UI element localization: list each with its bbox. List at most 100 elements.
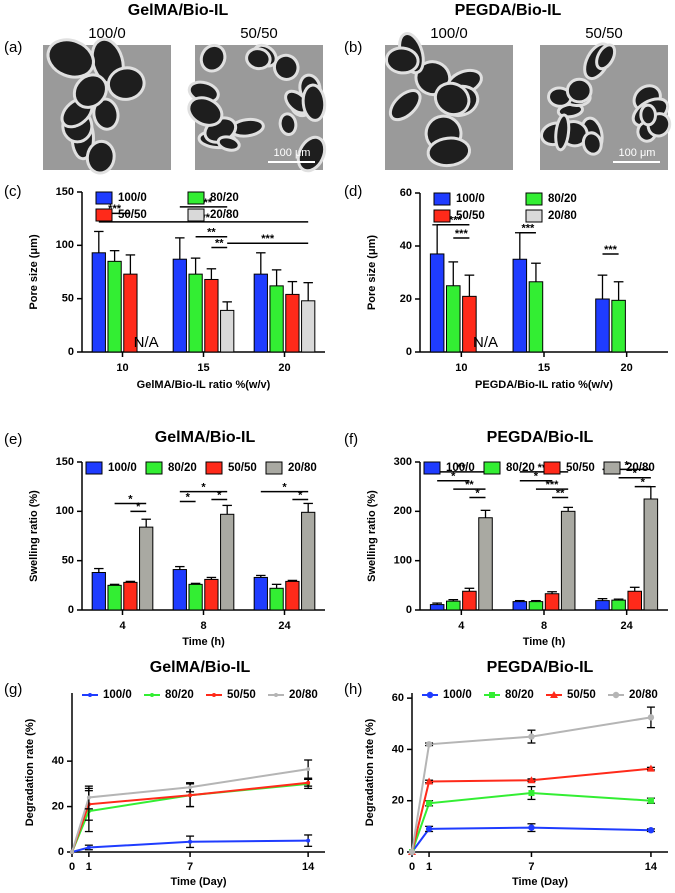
bar	[446, 285, 461, 353]
y-tick-label: 20	[52, 800, 64, 812]
bar	[253, 576, 268, 611]
legend-label: 100/0	[446, 462, 475, 474]
series-line	[411, 792, 651, 853]
y-tick-label: 40	[400, 240, 412, 252]
sem-image	[384, 32, 513, 170]
bar	[611, 299, 626, 353]
pore	[639, 103, 657, 127]
sem-image: 100 μm	[187, 43, 327, 173]
legend-swatch	[145, 461, 163, 475]
bar	[446, 600, 461, 611]
legend-swatch	[483, 461, 501, 475]
significance-label: ***	[455, 228, 469, 240]
y-axis-label: Swelling ratio (%)	[28, 490, 40, 582]
bar	[204, 578, 219, 611]
y-tick-label: 0	[406, 604, 412, 616]
x-tick-label: 0	[409, 861, 415, 873]
y-tick-label: 40	[52, 755, 64, 767]
bar	[301, 300, 316, 353]
x-axis-label: GelMA/Bio-IL ratio %(w/v)	[137, 379, 271, 391]
significance-label: *	[282, 482, 287, 494]
panel-label: (h)	[344, 681, 362, 698]
bar	[139, 526, 154, 611]
y-tick-label: 100	[56, 239, 74, 251]
bar	[462, 590, 477, 611]
legend-label: 50/50	[118, 209, 147, 221]
marker	[70, 850, 74, 854]
na-label: N/A	[473, 334, 498, 351]
x-tick-label: 14	[302, 861, 315, 873]
legend-label: 50/50	[567, 689, 596, 701]
bar	[627, 590, 642, 611]
y-tick-label: 150	[56, 186, 74, 198]
significance-label: **	[556, 487, 565, 499]
marker	[528, 790, 535, 797]
bar	[188, 583, 203, 611]
legend-swatch	[265, 461, 283, 475]
marker	[212, 693, 216, 697]
significance-label: **	[215, 237, 224, 249]
legend-label: 20/80	[288, 462, 317, 474]
marker	[306, 767, 311, 772]
legend-swatch	[95, 208, 113, 222]
significance-label: **	[457, 462, 466, 474]
marker	[88, 693, 92, 697]
legend-swatch	[85, 461, 103, 475]
scale-bar-label: 100 μm	[274, 147, 311, 159]
marker	[489, 692, 495, 698]
bar	[253, 273, 268, 353]
x-tick-label: 24	[621, 620, 634, 632]
marker	[647, 827, 655, 834]
legend-swatch	[205, 461, 223, 475]
y-tick-label: 150	[56, 456, 74, 468]
bar	[595, 298, 610, 353]
scale-bar-label: 100 μm	[619, 147, 656, 159]
x-axis-label: Time (Day)	[512, 876, 568, 888]
pore	[187, 96, 224, 127]
x-tick-label: 1	[86, 861, 92, 873]
marker	[274, 693, 278, 697]
marker	[188, 785, 193, 790]
x-tick-label: 8	[541, 620, 547, 632]
legend-label: 20/80	[629, 689, 658, 701]
bar	[172, 569, 187, 611]
x-axis-label: Time (h)	[523, 636, 566, 648]
legend-label: 80/20	[210, 192, 239, 204]
pore	[216, 135, 241, 152]
legend-label: 20/80	[289, 689, 318, 701]
x-tick-label: 15	[197, 362, 209, 374]
bar	[91, 572, 106, 611]
marker	[425, 777, 434, 785]
bar	[429, 253, 445, 353]
legend-swatch	[423, 461, 441, 475]
bar	[285, 580, 300, 611]
bar	[544, 593, 560, 611]
bar	[123, 581, 138, 611]
legend-swatch	[543, 461, 561, 475]
legend-swatch	[433, 192, 451, 206]
sem-image	[43, 37, 171, 175]
y-tick-label: 0	[58, 846, 64, 858]
x-tick-label: 10	[116, 362, 128, 374]
marker	[150, 693, 154, 697]
marker	[188, 793, 193, 798]
bar	[512, 258, 528, 353]
bar	[204, 278, 219, 353]
legend-label: 100/0	[456, 193, 485, 205]
marker	[528, 824, 535, 831]
y-tick-label: 20	[392, 795, 404, 807]
significance-label: *	[625, 459, 630, 471]
y-tick-label: 60	[392, 692, 404, 704]
marker	[426, 691, 434, 699]
y-axis-label: Degradation rate (%)	[24, 718, 36, 826]
panel-label: (f)	[344, 431, 358, 448]
marker	[306, 838, 311, 843]
image-caption: 50/50	[585, 25, 623, 42]
series-line	[411, 826, 651, 853]
significance-label: *	[475, 487, 480, 499]
legend-label: 80/20	[506, 462, 535, 474]
pore	[301, 83, 327, 122]
x-tick-label: 20	[278, 362, 290, 374]
panel-label: (b)	[344, 39, 362, 56]
